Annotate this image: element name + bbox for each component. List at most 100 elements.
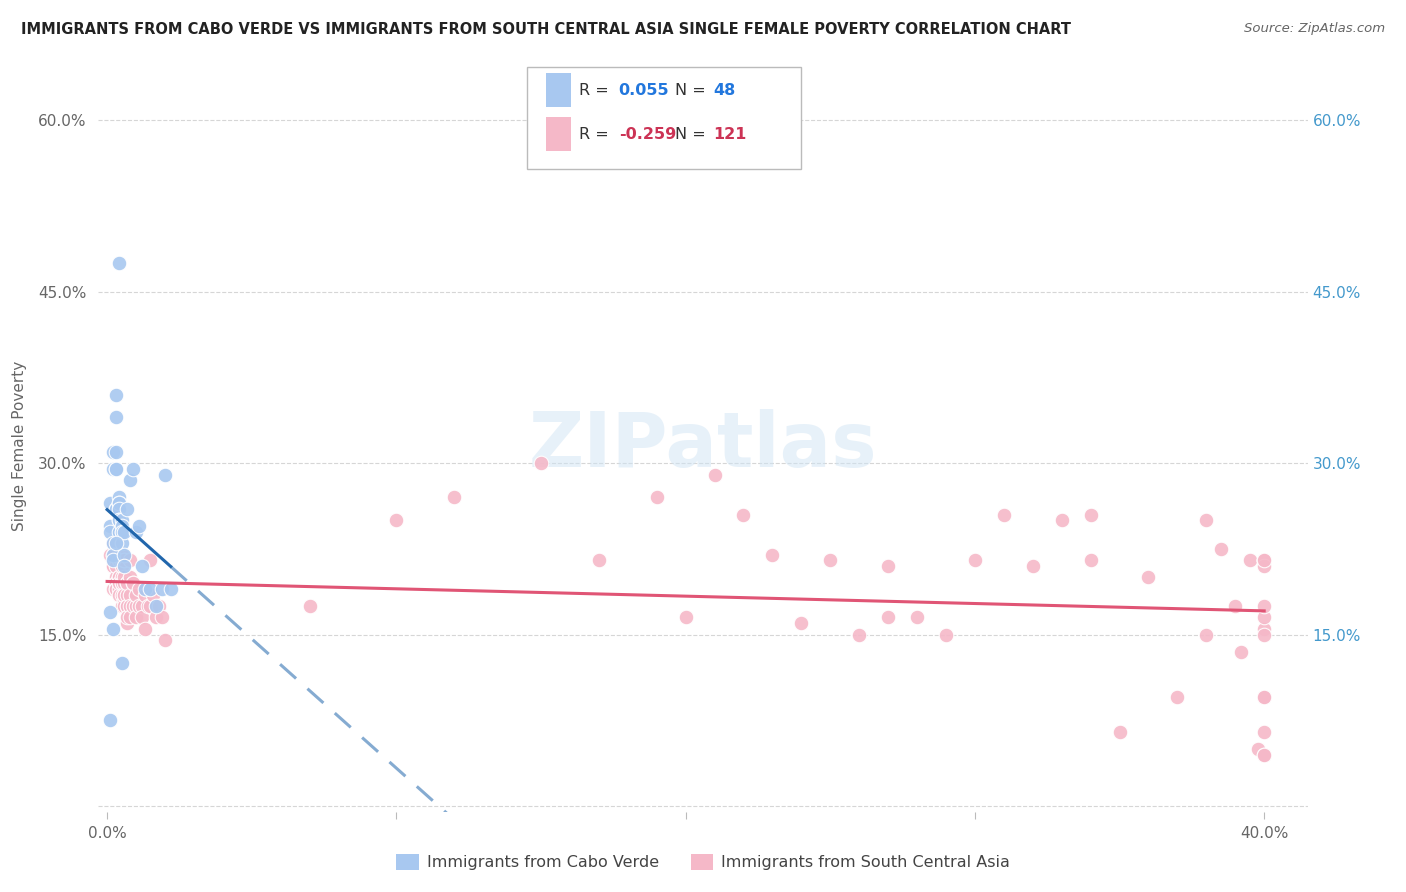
Point <box>761 548 783 562</box>
Text: R =: R = <box>579 127 614 142</box>
Point <box>101 462 124 476</box>
Text: R =: R = <box>579 82 614 97</box>
Point <box>107 553 129 567</box>
Point <box>117 588 139 602</box>
Point <box>120 588 142 602</box>
Point <box>530 456 553 470</box>
Point <box>1050 513 1073 527</box>
Point <box>139 553 162 567</box>
Text: 0.055: 0.055 <box>619 82 669 97</box>
Point <box>104 536 127 550</box>
Text: IMMIGRANTS FROM CABO VERDE VS IMMIGRANTS FROM SOUTH CENTRAL ASIA SINGLE FEMALE P: IMMIGRANTS FROM CABO VERDE VS IMMIGRANTS… <box>21 22 1071 37</box>
Point <box>107 576 129 591</box>
Point <box>114 593 136 607</box>
Point <box>122 576 145 591</box>
Point <box>101 553 124 567</box>
Point <box>1225 599 1247 613</box>
Point <box>104 462 127 476</box>
Y-axis label: Single Female Poverty: Single Female Poverty <box>13 361 27 531</box>
Point <box>131 599 153 613</box>
Point <box>98 524 121 539</box>
Point <box>905 610 928 624</box>
Point <box>1230 645 1253 659</box>
Point <box>1253 724 1275 739</box>
Point <box>935 627 957 641</box>
Point <box>1253 627 1275 641</box>
Point <box>134 622 156 636</box>
Point <box>848 627 870 641</box>
Point <box>101 622 124 636</box>
Point <box>1022 559 1045 574</box>
Point <box>1195 513 1218 527</box>
Point <box>120 473 142 487</box>
Point <box>125 599 148 613</box>
Point <box>117 576 139 591</box>
Point <box>101 548 124 562</box>
Point <box>1195 627 1218 641</box>
Point <box>104 582 127 596</box>
Point <box>110 524 132 539</box>
Point <box>443 491 465 505</box>
Point <box>1209 541 1232 556</box>
Point <box>114 559 136 574</box>
Point <box>1253 559 1275 574</box>
Point <box>107 496 129 510</box>
Point <box>120 610 142 624</box>
Point <box>150 582 173 596</box>
Point <box>145 599 167 613</box>
Point <box>107 582 129 596</box>
Point <box>114 548 136 562</box>
Point <box>104 576 127 591</box>
Point <box>877 559 900 574</box>
Point <box>790 616 813 631</box>
Point <box>1253 747 1275 762</box>
Point <box>110 559 132 574</box>
Point <box>877 610 900 624</box>
Point <box>963 553 986 567</box>
Point <box>148 599 170 613</box>
Point <box>703 467 725 482</box>
Point <box>104 553 127 567</box>
Point <box>1080 508 1102 522</box>
Point <box>107 496 129 510</box>
Point <box>120 599 142 613</box>
Point <box>122 599 145 613</box>
Point <box>117 616 139 631</box>
Point <box>142 588 165 602</box>
Text: 48: 48 <box>713 82 735 97</box>
Legend: Immigrants from Cabo Verde, Immigrants from South Central Asia: Immigrants from Cabo Verde, Immigrants f… <box>389 848 1017 877</box>
Point <box>117 610 139 624</box>
Point <box>128 599 150 613</box>
Point <box>104 570 127 584</box>
Point <box>1247 742 1270 756</box>
Point <box>101 559 124 574</box>
Text: N =: N = <box>675 82 711 97</box>
Point <box>1253 599 1275 613</box>
Point <box>101 536 124 550</box>
Point <box>1253 690 1275 705</box>
Point <box>98 548 121 562</box>
Point <box>107 491 129 505</box>
Point <box>107 501 129 516</box>
Point <box>733 508 755 522</box>
Point <box>114 553 136 567</box>
Point <box>125 524 148 539</box>
Point <box>139 582 162 596</box>
Point <box>107 570 129 584</box>
Point <box>110 656 132 670</box>
Point <box>1253 747 1275 762</box>
Point <box>117 599 139 613</box>
Point <box>136 599 159 613</box>
Point <box>101 582 124 596</box>
Point <box>107 576 129 591</box>
Point <box>134 588 156 602</box>
Point <box>107 513 129 527</box>
Point <box>107 553 129 567</box>
Point <box>298 599 321 613</box>
Point <box>104 501 127 516</box>
Point <box>1253 553 1275 567</box>
Point <box>110 524 132 539</box>
Text: Source: ZipAtlas.com: Source: ZipAtlas.com <box>1244 22 1385 36</box>
Point <box>1137 570 1160 584</box>
Point <box>153 467 176 482</box>
